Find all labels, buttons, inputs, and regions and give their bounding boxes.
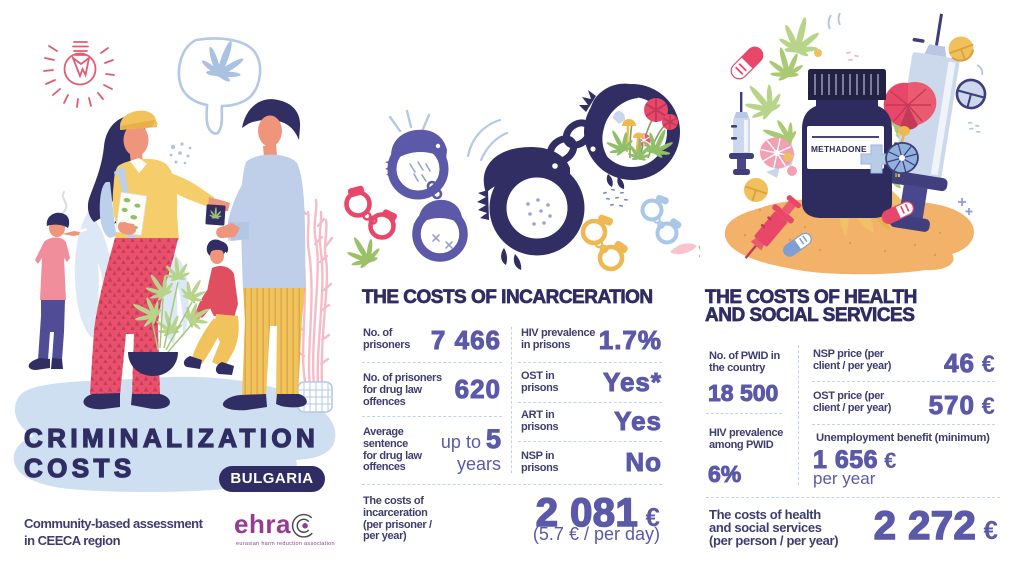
svg-text:METHADONE: METHADONE: [811, 144, 867, 154]
